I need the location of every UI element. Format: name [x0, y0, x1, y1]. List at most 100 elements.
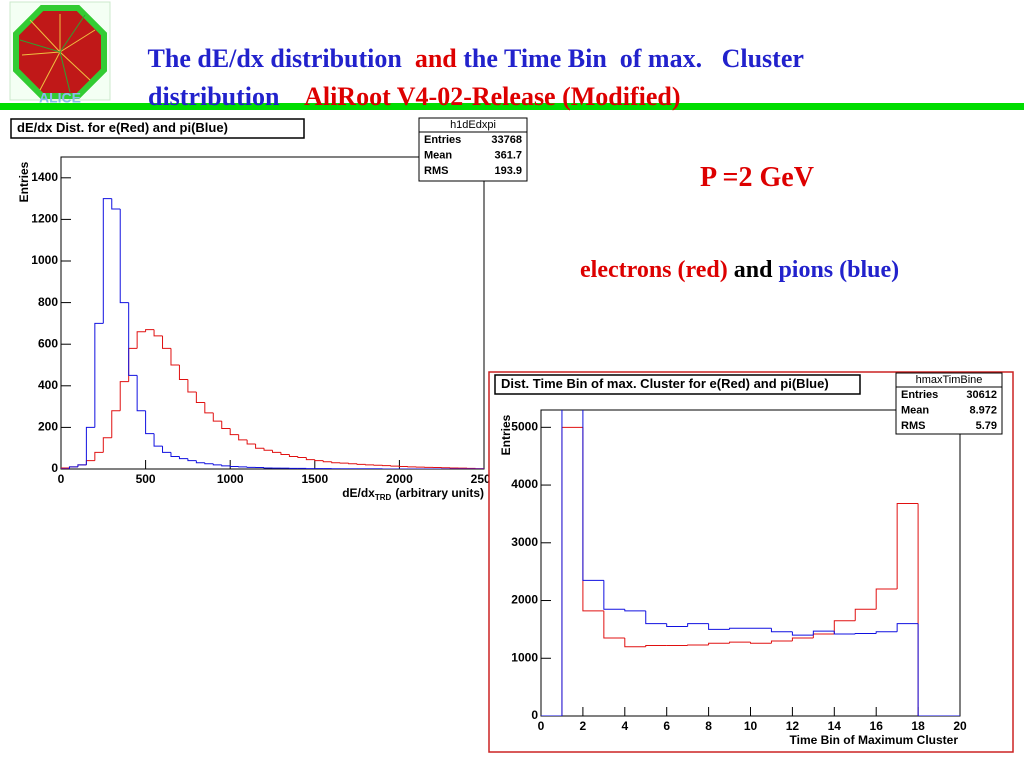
x-tick-label: 18 [911, 719, 925, 733]
histogram-chart: 0 200 400 600 800 1000 1200 1400 0 500 1000 1500 200… [10, 117, 528, 502]
stats-value: 5.79 [976, 420, 997, 432]
x-tick-label: 1500 [301, 472, 328, 486]
title-text: AliRoot V4-02-Release (Modified) [304, 82, 681, 111]
x-axis-label-subscript: TRD [375, 493, 392, 502]
stats-value: 8.972 [969, 404, 997, 416]
divider [0, 103, 1024, 110]
histogram-bin [603, 610, 625, 639]
histogram-bin [153, 329, 163, 337]
histogram-bin [238, 434, 248, 441]
histogram-bin [195, 392, 205, 403]
histogram-bin [77, 464, 87, 467]
histogram-bin [896, 623, 919, 632]
histogram-bin [178, 365, 188, 381]
y-tick-label: 200 [38, 420, 58, 434]
histogram-bin [85, 426, 95, 465]
histogram-bin [875, 588, 898, 610]
histogram-bin [221, 421, 231, 429]
y-axis-label: Entries [17, 161, 31, 202]
plot-area [541, 410, 960, 716]
histogram-bin [263, 448, 273, 451]
x-tick-label: 2 [580, 719, 587, 733]
x-tick-label: 16 [870, 719, 884, 733]
histogram-bin [187, 458, 197, 462]
x-axis-label: dE/dxTRD (arbitrary units) [342, 486, 484, 502]
x-axis-label-text: dE/dx [342, 486, 375, 500]
histogram-bin [582, 410, 604, 581]
note-text: electrons (red) [580, 257, 728, 283]
histogram-bin [195, 460, 205, 464]
histogram-bin [111, 198, 121, 210]
histogram-bin [348, 463, 358, 465]
histogram-bin [297, 456, 307, 459]
histogram-bin [666, 623, 688, 628]
histogram-bin [896, 503, 919, 589]
y-tick-label: 5000 [511, 419, 538, 433]
title-text: the Time Bin of max. Cluster [463, 44, 804, 73]
x-tick-label: 14 [828, 719, 842, 733]
histogram-bin [875, 631, 898, 634]
logo: ALICE [9, 1, 111, 106]
x-tick-label: 2000 [386, 472, 413, 486]
x-tick-label: 8 [705, 719, 712, 733]
histogram-bin [102, 198, 112, 324]
chart-title: dE/dx Dist. for e(Red) and pi(Blue) [17, 120, 228, 135]
stats-label: RMS [901, 420, 925, 432]
histogram-bin [791, 631, 814, 636]
histogram-bin [94, 322, 104, 428]
legend-note: electrons (red) and pions (blue) [568, 230, 899, 284]
histogram-bin [119, 381, 129, 411]
histogram-bin [272, 450, 281, 453]
histogram-bin [833, 620, 856, 635]
histogram-bin [246, 439, 256, 445]
histogram-bin [645, 645, 667, 647]
histogram-bin [687, 623, 709, 627]
plot-frame [60, 156, 485, 470]
histogram-bin [204, 462, 214, 465]
histogram-bin [212, 412, 222, 422]
x-axis-label: Time Bin of Maximum Cluster [790, 733, 959, 747]
histogram-bin [128, 302, 138, 376]
histogram-bin [729, 641, 751, 644]
y-tick-label: 1000 [31, 253, 58, 267]
momentum-note: P =2 GeV [700, 162, 814, 193]
stats-value: 33768 [491, 134, 522, 146]
histogram-bin [624, 609, 646, 612]
stats-value: 30612 [966, 389, 997, 401]
y-tick-label: 0 [51, 461, 58, 475]
stats-label: RMS [424, 165, 448, 177]
histogram-bin [561, 410, 563, 716]
y-tick-label: 1400 [31, 170, 58, 184]
histogram-bin [322, 460, 332, 463]
histogram-bin [229, 465, 239, 468]
histogram-bin [102, 437, 112, 453]
histogram-bin [61, 467, 70, 469]
histogram-bin [708, 642, 730, 645]
histogram-bin [119, 209, 129, 304]
histogram-bin [314, 459, 324, 462]
y-tick-label: 800 [38, 295, 58, 309]
histogram-bin [94, 451, 104, 461]
slide-title: The dE/dx distribution and the Time Bin … [135, 14, 804, 74]
stats-name: h1dEdxpi [450, 119, 496, 131]
y-tick-label: 0 [531, 708, 538, 722]
histogram-bin [170, 348, 180, 366]
histogram-bin [305, 457, 315, 461]
stats-label: Entries [424, 134, 461, 146]
histogram-bin [170, 452, 180, 458]
histogram-bin [624, 638, 646, 648]
histogram-bin [162, 446, 171, 453]
x-tick-label: 4 [621, 719, 628, 733]
histogram-bin [770, 640, 793, 644]
title-text: and [414, 44, 457, 73]
histogram-bin [917, 623, 940, 716]
histogram-bin [111, 410, 121, 438]
y-tick-label: 1200 [31, 212, 58, 226]
histogram-bin [645, 610, 667, 625]
stats-label: Mean [901, 404, 929, 416]
stats-value: 193.9 [494, 165, 522, 177]
histogram-bin [145, 329, 155, 332]
histogram-bin [288, 454, 298, 458]
